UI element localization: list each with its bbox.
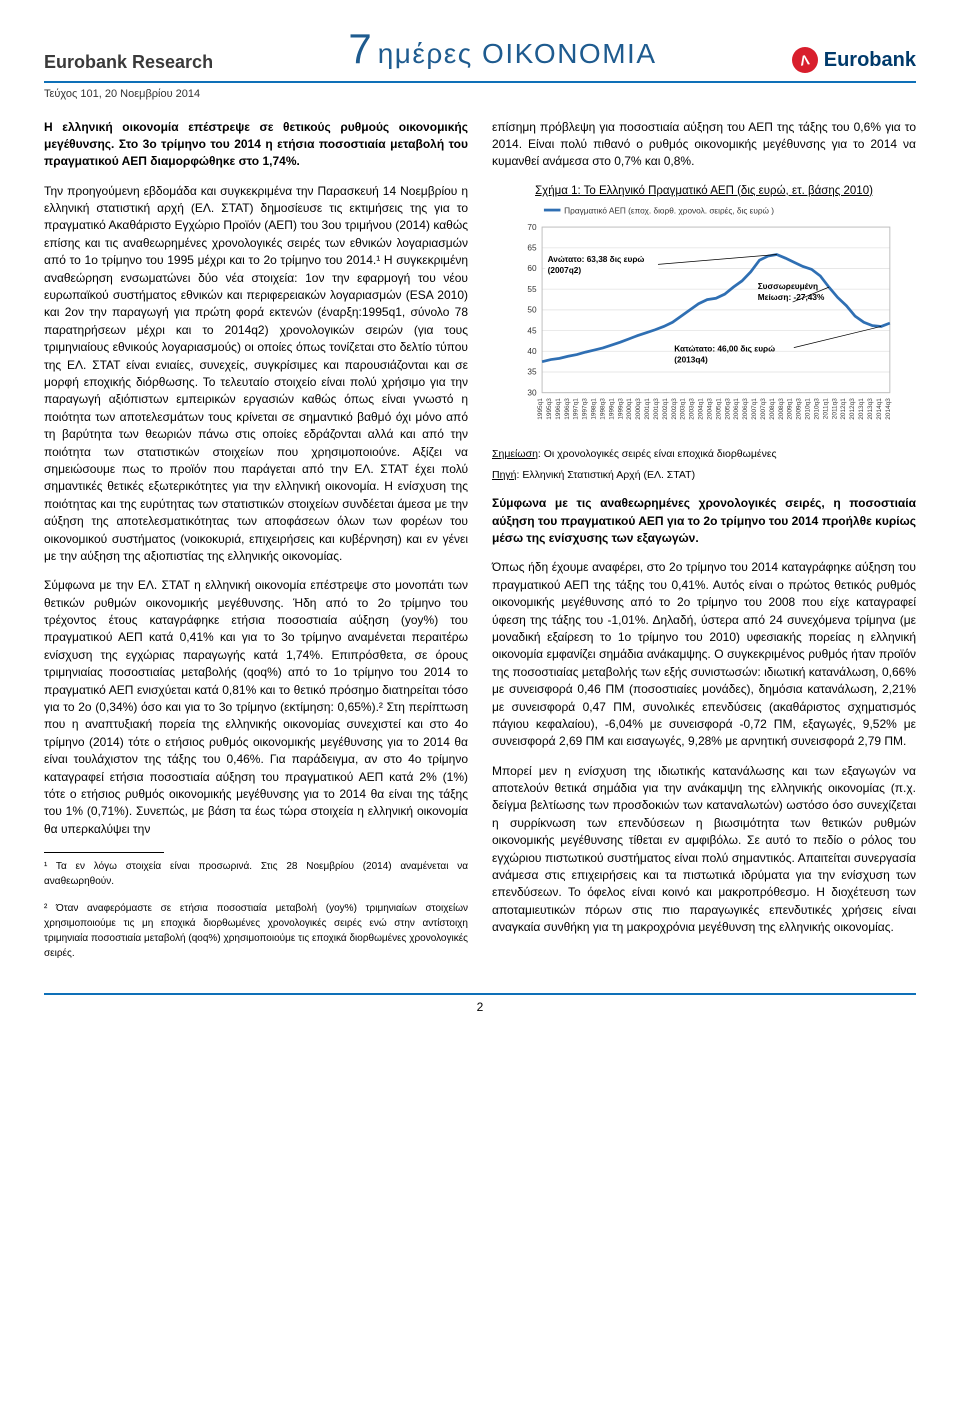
note-text: : Οι χρονολογικές σειρές είναι εποχικά δ… [538, 448, 777, 460]
body-paragraph: Όπως ήδη έχουμε αναφέρει, στο 2ο τρίμηνο… [492, 559, 916, 750]
page-number: 2 [44, 999, 916, 1016]
svg-text:50: 50 [527, 306, 537, 315]
note-label: Πηγή [492, 469, 517, 481]
svg-text:1995q1: 1995q1 [537, 398, 544, 420]
svg-text:30: 30 [527, 389, 537, 398]
svg-text:Ανώτατο: 63,38 δις ευρώ: Ανώτατο: 63,38 δις ευρώ [548, 255, 645, 264]
svg-text:1999q1: 1999q1 [608, 398, 615, 420]
header: Eurobank Research 7 ημέρες ΟΙΚΟΝΟΜΙΑ Λ E… [44, 28, 916, 75]
svg-text:1999q3: 1999q3 [617, 398, 624, 420]
svg-text:2002q3: 2002q3 [671, 398, 678, 420]
svg-text:2010q3: 2010q3 [814, 398, 821, 420]
svg-text:2006q1: 2006q1 [733, 398, 740, 420]
svg-text:2008q1: 2008q1 [769, 398, 776, 420]
svg-text:2001q1: 2001q1 [644, 398, 651, 420]
svg-text:Πραγματικό ΑΕΠ (εποχ. διορθ. χ: Πραγματικό ΑΕΠ (εποχ. διορθ. χρονολ. σει… [564, 207, 774, 216]
svg-text:2003q1: 2003q1 [680, 398, 687, 420]
body-paragraph: Μπορεί μεν η ενίσχυση της ιδιωτικής κατα… [492, 763, 916, 937]
svg-text:45: 45 [527, 327, 537, 336]
svg-text:1995q3: 1995q3 [546, 398, 553, 420]
bank-name: Eurobank [824, 46, 916, 75]
gdp-line-chart: 30 35 40 45 50 55 60 65 70 1995q11995q31996q11996… [492, 205, 916, 435]
svg-text:1997q1: 1997q1 [573, 398, 580, 420]
svg-text:2003q3: 2003q3 [689, 398, 696, 420]
svg-text:70: 70 [527, 223, 537, 232]
svg-text:2004q1: 2004q1 [698, 398, 705, 420]
svg-text:2007q1: 2007q1 [751, 398, 758, 420]
body-paragraph: Την προηγούμενη εβδομάδα και συγκεκριμέν… [44, 183, 468, 566]
footnote-2: ² Όταν αναφερόμαστε σε ετήσια ποσοστιαία… [44, 901, 468, 961]
svg-text:2014q3: 2014q3 [885, 398, 892, 420]
svg-text:2013q1: 2013q1 [858, 398, 865, 420]
body-paragraph: Σύμφωνα με την ΕΛ. ΣΤΑΤ η ελληνική οικον… [44, 577, 468, 838]
title-rest: ημέρες ΟΙΚΟΝΟΜΙΑ [378, 34, 657, 75]
svg-text:2013q3: 2013q3 [867, 398, 874, 420]
svg-text:2007q3: 2007q3 [760, 398, 767, 420]
chart-note-2: Πηγή: Ελληνική Στατιστική Αρχή (ΕΛ. ΣΤΑΤ… [492, 468, 916, 483]
lead-paragraph: Η ελληνική οικονομία επέστρεψε σε θετικο… [44, 119, 468, 171]
note-text: : Ελληνική Στατιστική Αρχή (ΕΛ. ΣΤΑΤ) [517, 469, 696, 481]
right-column: επίσημη πρόβλεψη για ποσοστιαία αύξηση τ… [492, 119, 916, 974]
svg-text:2009q1: 2009q1 [787, 398, 794, 420]
svg-text:1996q1: 1996q1 [555, 398, 562, 420]
svg-text:2000q3: 2000q3 [635, 398, 642, 420]
svg-text:Κατώτατο: 46,00 δις ευρώ: Κατώτατο: 46,00 δις ευρώ [674, 345, 775, 354]
svg-text:2011q1: 2011q1 [822, 398, 829, 419]
svg-text:40: 40 [527, 347, 537, 356]
svg-text:2012q1: 2012q1 [840, 398, 847, 420]
svg-text:2009q3: 2009q3 [796, 398, 803, 420]
svg-text:35: 35 [527, 368, 537, 377]
svg-text:65: 65 [527, 244, 537, 253]
svg-text:2002q1: 2002q1 [662, 398, 669, 420]
issue-line: Τεύχος 101, 20 Νοεμβρίου 2014 [44, 87, 916, 103]
svg-text:2006q3: 2006q3 [742, 398, 749, 420]
svg-text:(2007q2): (2007q2) [548, 266, 582, 275]
bank-logo-icon: Λ [792, 47, 818, 73]
svg-text:Συσσωρευμένη: Συσσωρευμένη [758, 283, 818, 292]
svg-text:2014q1: 2014q1 [876, 398, 883, 420]
subhead-bold: Σύμφωνα με τις αναθεωρημένες χρονολογικέ… [492, 495, 916, 547]
svg-text:2011q3: 2011q3 [831, 398, 838, 419]
footer-rule [44, 993, 916, 995]
left-column: Η ελληνική οικονομία επέστρεψε σε θετικο… [44, 119, 468, 974]
chart-note-1: Σημείωση: Οι χρονολογικές σειρές είναι ε… [492, 447, 916, 462]
svg-text:2000q1: 2000q1 [626, 398, 633, 420]
svg-text:1997q3: 1997q3 [582, 398, 589, 420]
svg-text:1996q3: 1996q3 [564, 398, 571, 420]
svg-text:60: 60 [527, 265, 537, 274]
body-paragraph: επίσημη πρόβλεψη για ποσοστιαία αύξηση τ… [492, 119, 916, 171]
publication-title: 7 ημέρες ΟΙΚΟΝΟΜΙΑ [223, 28, 782, 75]
svg-text:2001q3: 2001q3 [653, 398, 660, 420]
svg-text:Μείωση: -27,43%: Μείωση: -27,43% [758, 294, 825, 303]
footnote-1: ¹ Τα εν λόγω στοιχεία είναι προσωρινά. Σ… [44, 859, 468, 889]
svg-text:(2013q4): (2013q4) [674, 356, 708, 365]
brand-research: Eurobank Research [44, 49, 213, 75]
footnote-rule [44, 852, 164, 853]
title-seven: 7 [348, 28, 371, 70]
svg-text:1998q3: 1998q3 [599, 398, 606, 420]
svg-text:2004q3: 2004q3 [707, 398, 714, 420]
svg-text:2005q3: 2005q3 [724, 398, 731, 420]
svg-text:2012q3: 2012q3 [849, 398, 856, 420]
header-rule [44, 81, 916, 83]
svg-text:2008q3: 2008q3 [778, 398, 785, 420]
svg-text:2010q1: 2010q1 [805, 398, 812, 420]
chart-caption: Σχήμα 1: Το Ελληνικό Πραγματικό ΑΕΠ (δις… [492, 183, 916, 200]
svg-text:55: 55 [527, 285, 537, 294]
note-label: Σημείωση [492, 448, 538, 460]
svg-text:2005q1: 2005q1 [715, 398, 722, 420]
bank-logo: Λ Eurobank [792, 46, 916, 75]
svg-text:1998q1: 1998q1 [591, 398, 598, 420]
